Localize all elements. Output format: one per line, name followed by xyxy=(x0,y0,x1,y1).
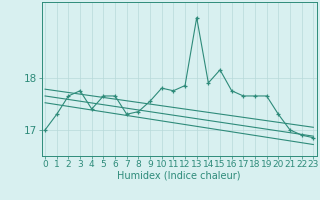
X-axis label: Humidex (Indice chaleur): Humidex (Indice chaleur) xyxy=(117,171,241,181)
